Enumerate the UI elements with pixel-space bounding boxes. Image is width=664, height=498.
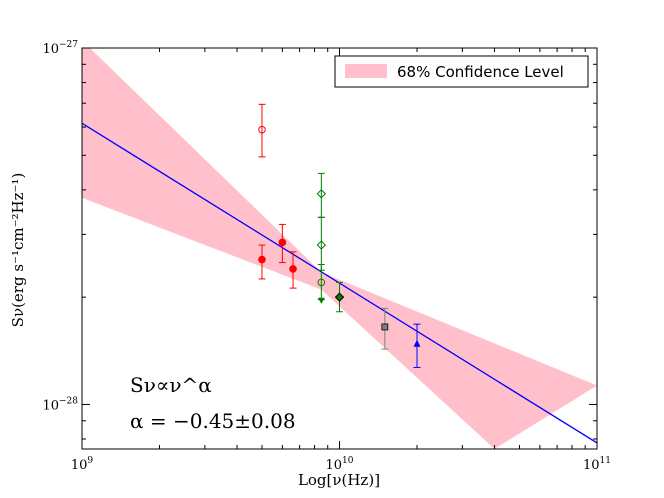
red-filled-marker bbox=[289, 265, 297, 273]
power-law-relation-label: Sν∝ν^α bbox=[130, 373, 212, 397]
red-filled-point-0 bbox=[258, 244, 266, 280]
gray-square-marker bbox=[381, 323, 389, 331]
green-open-diamond-marker bbox=[316, 240, 327, 250]
legend: 68% Confidence Level bbox=[334, 55, 589, 88]
green-filled-diamond-point-0 bbox=[334, 281, 345, 313]
blue-triangle-marker bbox=[413, 339, 421, 347]
red-filled-marker bbox=[258, 255, 266, 264]
red-filled-point-2 bbox=[289, 251, 297, 289]
green-open-diamond-marker bbox=[316, 189, 327, 199]
y-tick-label: 10−27 bbox=[42, 40, 78, 57]
y-tick-label: 10−28 bbox=[42, 396, 78, 413]
y-tick-label-exponent: −27 bbox=[59, 40, 78, 50]
x-tick-label: 1011 bbox=[583, 456, 611, 473]
green-down-triangle-point-0 bbox=[317, 297, 325, 304]
x-tick-label-exponent: 9 bbox=[87, 456, 93, 466]
blue-triangle-point-0 bbox=[413, 323, 421, 368]
y-tick-label-exponent: −28 bbox=[59, 396, 78, 406]
green-open-circle-marker bbox=[317, 278, 326, 287]
x-tick-label-exponent: 11 bbox=[600, 456, 611, 466]
green-open-diamond-point-0 bbox=[316, 172, 327, 218]
confidence-band-layer bbox=[82, 48, 597, 449]
data-points-layer bbox=[258, 103, 421, 368]
confidence-band bbox=[82, 48, 597, 449]
green-filled-diamond-marker bbox=[334, 292, 345, 302]
gray-square-point-0 bbox=[381, 307, 389, 350]
alpha-value-label: α = −0.45±0.08 bbox=[130, 409, 296, 433]
green-open-diamond-point-1 bbox=[316, 216, 327, 271]
legend-label: 68% Confidence Level bbox=[397, 63, 564, 81]
red-open-circle-marker bbox=[258, 125, 266, 134]
red-filled-point-1 bbox=[278, 223, 287, 264]
red-filled-marker bbox=[278, 238, 287, 247]
y-axis-label: Sν(erg s⁻¹cm⁻²Hz⁻¹) bbox=[9, 173, 27, 328]
x-tick-label-exponent: 10 bbox=[342, 456, 354, 466]
x-tick-label: 109 bbox=[71, 456, 94, 473]
red-open-circle-point-0 bbox=[258, 103, 266, 158]
x-axis-label: Log[ν(Hz)] bbox=[298, 471, 380, 489]
legend-swatch bbox=[345, 64, 387, 78]
green-down-triangle-marker bbox=[317, 297, 325, 304]
